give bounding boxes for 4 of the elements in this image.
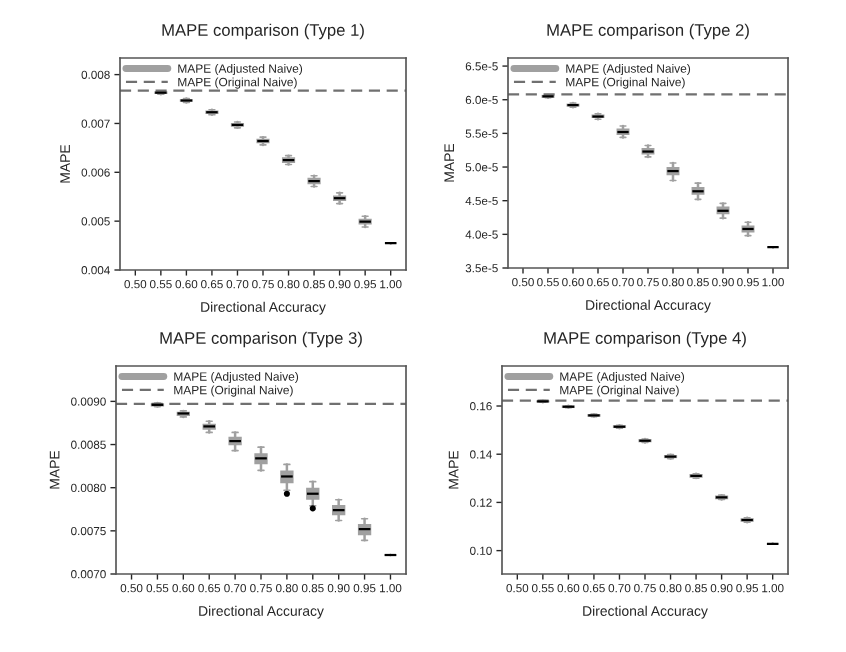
chart-title: MAPE comparison (Type 2) <box>547 23 749 40</box>
chart-title: MAPE comparison (Type 1) <box>162 23 364 40</box>
chart-title: MAPE comparison (Type 4) <box>544 331 746 348</box>
chart-title: MAPE comparison (Type 3) <box>160 331 362 348</box>
